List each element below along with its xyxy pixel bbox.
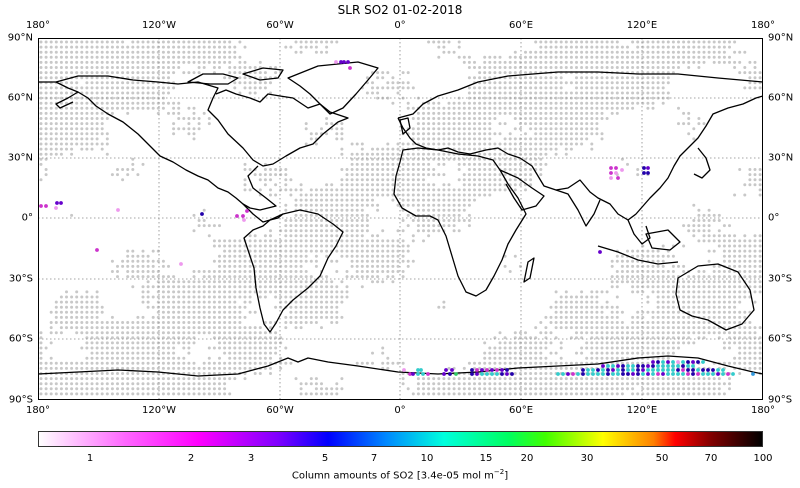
so2-data-points xyxy=(39,60,755,376)
lon-label: 180° xyxy=(750,405,776,416)
lat-label: 30°N xyxy=(7,152,33,164)
lon-label: 180° xyxy=(750,20,776,31)
colorbar-tick: 1 xyxy=(86,453,94,464)
colorbar-tick: 70 xyxy=(704,453,718,464)
lat-label: 0° xyxy=(768,212,780,224)
colorbar-tick: 30 xyxy=(580,453,594,464)
world-map xyxy=(38,38,763,400)
colorbar-tick: 20 xyxy=(520,453,534,464)
coastlines xyxy=(38,61,763,377)
lat-label: 30°S xyxy=(8,273,33,285)
lat-label: 90°N xyxy=(7,32,33,44)
colorbar-tick: 5 xyxy=(321,453,329,464)
lon-label: 120°E xyxy=(626,20,658,31)
lon-label: 60°E xyxy=(508,20,534,31)
lon-label: 120°W xyxy=(142,20,176,31)
colorbar-label-text: Column amounts of SO2 [3.4e-05 mol m xyxy=(291,470,494,482)
lat-label: 90°S xyxy=(768,394,793,406)
lon-label: 0° xyxy=(394,405,406,416)
lat-label: 90°S xyxy=(8,394,33,406)
lat-label: 60°N xyxy=(768,92,794,104)
colorbar xyxy=(38,431,763,447)
lat-label: 90°N xyxy=(768,32,794,44)
colorbar-tick: 3 xyxy=(247,453,255,464)
lon-label: 120°E xyxy=(626,405,658,416)
colorbar-label-exponent: −2 xyxy=(493,468,505,476)
colorbar-tick: 50 xyxy=(655,453,669,464)
lon-label: 120°W xyxy=(142,405,176,416)
lat-label: 60°N xyxy=(7,92,33,104)
lat-label: 0° xyxy=(21,212,33,224)
lat-label: 60°S xyxy=(8,333,33,345)
colorbar-tick: 15 xyxy=(479,453,493,464)
colorbar-label: Column amounts of SO2 [3.4e-05 mol m−2] xyxy=(0,468,800,481)
lon-label: 60°W xyxy=(266,405,294,416)
lon-label: 60°E xyxy=(508,405,534,416)
colorbar-tick: 100 xyxy=(753,453,773,464)
colorbar-tick: 2 xyxy=(187,453,195,464)
lat-label: 60°S xyxy=(768,333,793,345)
graticule xyxy=(38,38,763,400)
map-frame xyxy=(38,38,763,400)
lat-label: 30°S xyxy=(768,273,793,285)
lat-label: 30°N xyxy=(768,152,794,164)
map-title: SLR SO2 01-02-2018 xyxy=(337,3,463,17)
colorbar-label-close: ] xyxy=(504,470,509,482)
colorbar-tick: 10 xyxy=(420,453,434,464)
lon-label: 180° xyxy=(25,405,51,416)
lon-label: 180° xyxy=(25,20,51,31)
lon-label: 60°W xyxy=(266,20,294,31)
lon-label: 0° xyxy=(394,20,406,31)
colorbar-tick: 7 xyxy=(370,453,378,464)
